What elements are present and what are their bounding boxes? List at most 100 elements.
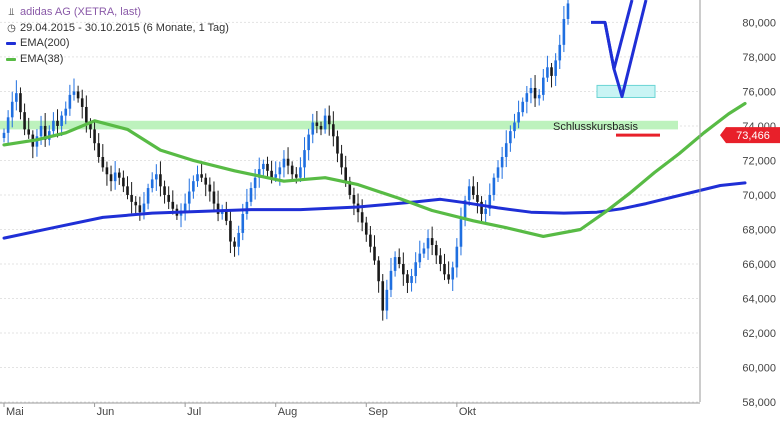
candle-body bbox=[117, 172, 121, 178]
candle-body bbox=[439, 255, 442, 264]
candle-body bbox=[6, 117, 10, 133]
candle-body bbox=[89, 122, 92, 130]
candle bbox=[27, 117, 31, 139]
candle-body bbox=[451, 267, 455, 280]
candle bbox=[525, 85, 529, 114]
candle-body bbox=[43, 125, 47, 140]
candle-body bbox=[278, 167, 282, 175]
candle bbox=[315, 110, 319, 134]
candle-body bbox=[282, 158, 286, 168]
candle-body bbox=[159, 174, 162, 187]
candle-body bbox=[220, 210, 224, 214]
projection-arrow-inner bbox=[603, 0, 634, 71]
candle-body bbox=[19, 93, 22, 113]
candle-body bbox=[414, 262, 417, 277]
candle-body bbox=[327, 115, 331, 125]
x-tick-label: Jun bbox=[97, 406, 115, 418]
x-tick-label: Jul bbox=[187, 406, 201, 418]
candle-body bbox=[546, 67, 549, 78]
candle bbox=[319, 121, 323, 136]
candle bbox=[418, 240, 422, 268]
candle bbox=[332, 111, 335, 147]
candle bbox=[546, 55, 549, 82]
candle-body bbox=[422, 248, 426, 254]
candle bbox=[105, 161, 109, 186]
candle bbox=[562, 6, 566, 53]
candle bbox=[155, 164, 158, 191]
candle bbox=[15, 80, 18, 111]
candle bbox=[257, 157, 261, 188]
candle bbox=[192, 175, 195, 199]
candle-body bbox=[52, 120, 55, 132]
candle bbox=[167, 186, 170, 210]
ema38-legend-label: EMA(38) bbox=[20, 52, 64, 65]
x-tick-label: Okt bbox=[459, 406, 476, 418]
instrument-title: adidas AG (XETRA, last) bbox=[20, 6, 142, 18]
candle-body bbox=[385, 289, 389, 311]
candle bbox=[126, 176, 129, 200]
candle bbox=[134, 196, 138, 216]
legend-ema38-row: EMA(38) bbox=[6, 52, 229, 68]
candle-body bbox=[340, 153, 343, 168]
candle-body bbox=[430, 238, 434, 245]
candle-body bbox=[216, 203, 220, 214]
candle-body bbox=[167, 194, 170, 202]
candle-body bbox=[455, 246, 459, 268]
candle bbox=[513, 113, 516, 139]
candle bbox=[426, 229, 430, 260]
candle bbox=[529, 77, 533, 104]
candle-body bbox=[134, 201, 138, 206]
candle bbox=[554, 53, 557, 86]
ema200-swatch bbox=[6, 42, 16, 46]
candle-body bbox=[10, 101, 14, 118]
candle-body bbox=[319, 125, 323, 130]
candle-body bbox=[208, 184, 212, 192]
y-tick-label: 78,000 bbox=[742, 52, 776, 64]
y-tick-label: 68,000 bbox=[742, 224, 776, 236]
candle bbox=[171, 190, 175, 215]
candle bbox=[85, 95, 88, 133]
candle bbox=[422, 242, 426, 258]
candle-body bbox=[85, 106, 88, 123]
candle-body bbox=[2, 132, 6, 139]
ema38-line bbox=[2, 101, 747, 238]
candle bbox=[439, 248, 442, 272]
candle-body bbox=[155, 174, 158, 180]
candle-body bbox=[76, 91, 80, 99]
candle bbox=[463, 195, 467, 227]
candle-body bbox=[525, 93, 529, 102]
candle bbox=[504, 130, 508, 168]
candle-body bbox=[332, 124, 335, 137]
candle bbox=[159, 161, 162, 197]
candle-body bbox=[109, 174, 113, 182]
candle-body bbox=[303, 150, 306, 168]
candle-body bbox=[352, 194, 356, 204]
candle bbox=[229, 209, 232, 254]
candle-body bbox=[204, 177, 208, 185]
candle bbox=[299, 157, 302, 183]
candle bbox=[10, 91, 14, 128]
y-tick-label: 62,000 bbox=[742, 328, 776, 340]
candle-body bbox=[171, 201, 175, 209]
candle-body bbox=[406, 274, 409, 283]
candle bbox=[480, 196, 483, 225]
y-tick-label: 70,000 bbox=[742, 190, 776, 202]
candle-body bbox=[381, 281, 385, 311]
candle-body bbox=[488, 194, 492, 209]
candle-body bbox=[484, 208, 487, 214]
legend-title-row: ⫫ adidas AG (XETRA, last) bbox=[6, 5, 229, 21]
candle bbox=[237, 225, 240, 256]
candle bbox=[381, 274, 385, 321]
candle bbox=[290, 161, 294, 182]
candle-body bbox=[311, 122, 315, 135]
candle-body bbox=[459, 219, 463, 247]
candle-body bbox=[504, 143, 508, 158]
candle-body bbox=[472, 186, 475, 195]
candle bbox=[410, 268, 413, 292]
candle bbox=[101, 144, 105, 172]
candle-body bbox=[476, 194, 479, 202]
candle-body bbox=[294, 174, 298, 178]
candle-body bbox=[533, 87, 537, 99]
candle bbox=[183, 193, 187, 221]
candle bbox=[2, 128, 6, 143]
